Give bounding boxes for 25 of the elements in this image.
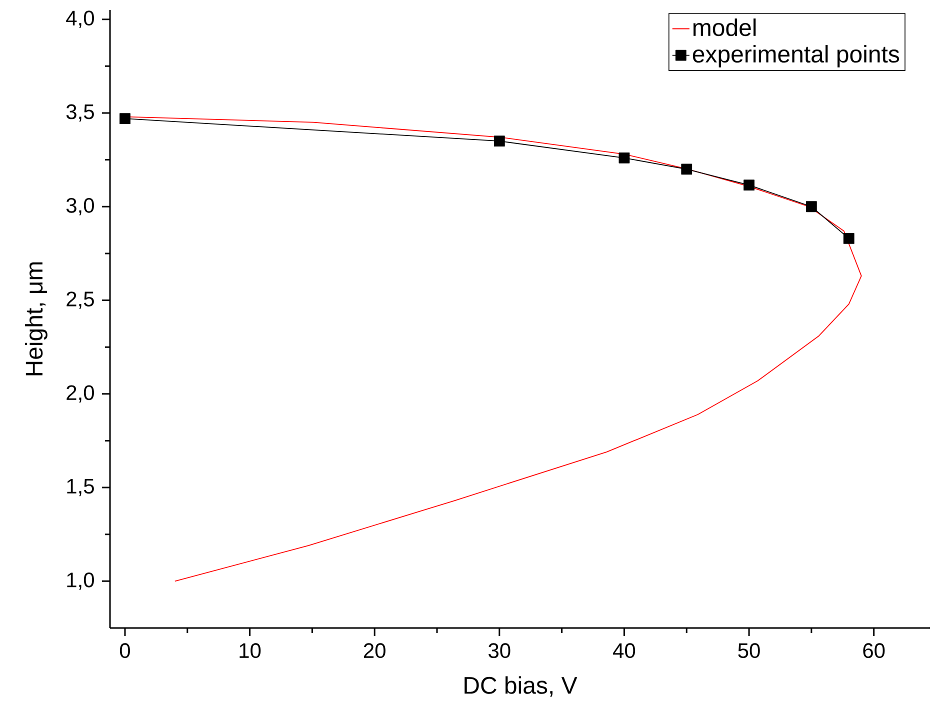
x-tick-label: 20 [364,643,386,658]
x-axis-title: DC bias, V [464,676,578,697]
point [843,233,854,244]
y-tick-label: 2,5 [66,292,94,309]
y-tick-label: 1,0 [67,572,94,590]
point [618,152,630,164]
y-tick-label: 3,0 [66,198,94,216]
point [120,113,130,124]
legend-label: model [693,18,756,36]
x-tick-label: 0 [120,643,130,658]
x-tick-label: 30 [488,643,510,658]
point [744,180,754,191]
legend-label: experimental points [692,45,900,68]
y-tick-label: 2,0 [66,385,94,403]
point [494,136,505,147]
x-tick-label: 60 [863,643,885,658]
point [681,164,692,175]
x-tick-label: 10 [240,643,261,658]
x-tick-label: 50 [738,643,760,658]
y-tick-label: 1,5 [67,478,94,496]
point [806,201,817,212]
x-tick-label: 40 [613,643,636,658]
y-tick-label: 4,0 [66,10,94,28]
y-axis-title: Height, μm [25,262,48,376]
y-tick-label: 3,5 [66,104,94,122]
